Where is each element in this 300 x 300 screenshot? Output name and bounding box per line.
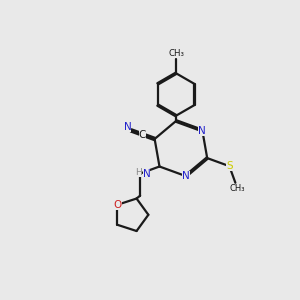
Text: CH₃: CH₃ — [168, 49, 184, 58]
Text: H: H — [135, 169, 142, 178]
Text: O: O — [113, 200, 122, 210]
Text: CH₃: CH₃ — [229, 184, 244, 193]
Text: N: N — [124, 122, 131, 133]
Text: C: C — [139, 130, 146, 140]
Text: N: N — [182, 171, 190, 181]
Text: N: N — [199, 125, 206, 136]
Text: S: S — [226, 161, 232, 171]
Text: N: N — [143, 169, 151, 178]
